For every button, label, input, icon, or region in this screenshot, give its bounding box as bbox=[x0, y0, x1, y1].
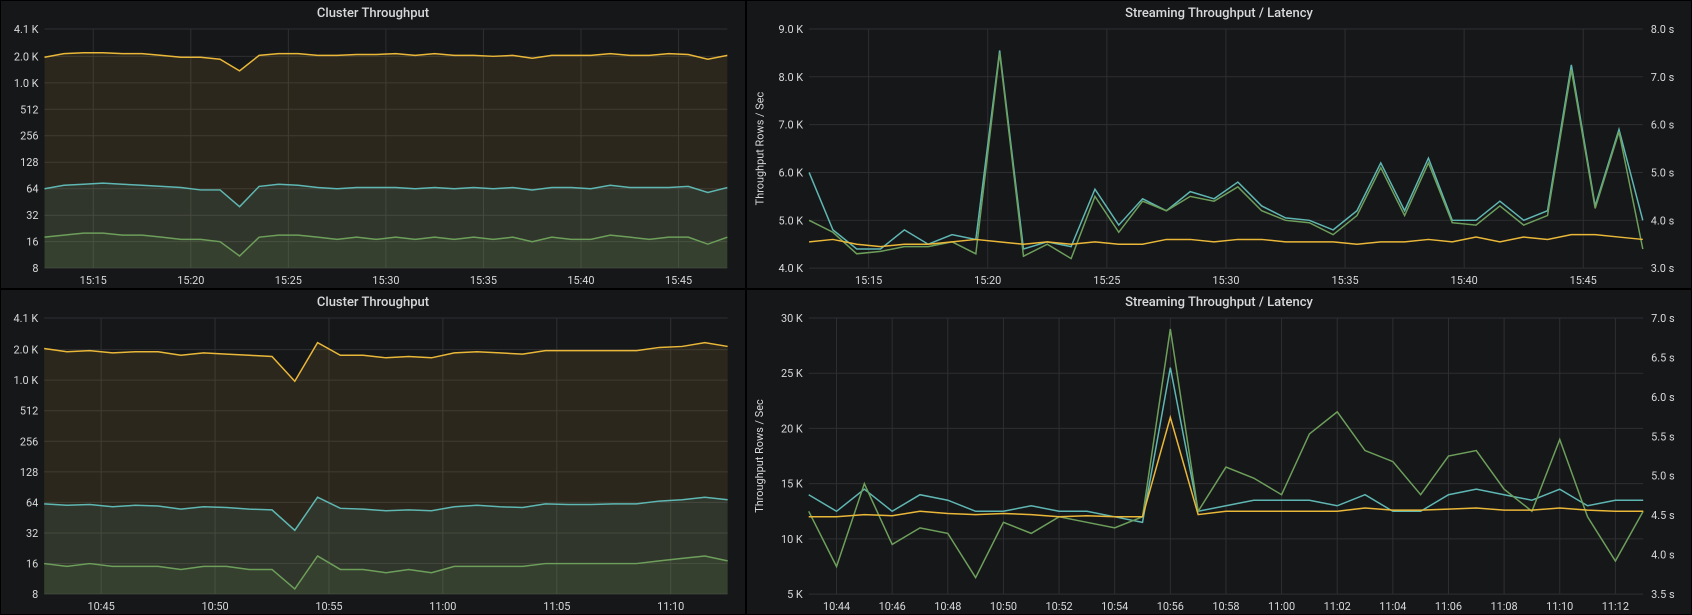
svg-text:15:25: 15:25 bbox=[1093, 274, 1120, 287]
svg-text:10:54: 10:54 bbox=[1101, 600, 1128, 613]
svg-text:8: 8 bbox=[32, 588, 38, 601]
svg-text:11:04: 11:04 bbox=[1379, 600, 1406, 613]
svg-text:25 K: 25 K bbox=[781, 367, 803, 380]
svg-text:15:35: 15:35 bbox=[1331, 274, 1358, 287]
panel-title: Cluster Throughput bbox=[1, 1, 745, 24]
svg-text:20 K: 20 K bbox=[781, 422, 803, 435]
panel-title: Streaming Throughput / Latency bbox=[747, 1, 1691, 24]
svg-text:64: 64 bbox=[26, 496, 38, 509]
svg-text:1.0 K: 1.0 K bbox=[14, 77, 39, 90]
svg-text:10:46: 10:46 bbox=[879, 600, 906, 613]
svg-text:15:45: 15:45 bbox=[1570, 274, 1597, 287]
svg-text:5.0 s: 5.0 s bbox=[1651, 470, 1675, 483]
svg-text:15 K: 15 K bbox=[781, 478, 803, 491]
svg-text:15:25: 15:25 bbox=[275, 274, 302, 287]
svg-text:15:30: 15:30 bbox=[372, 274, 399, 287]
svg-text:6.0 s: 6.0 s bbox=[1651, 119, 1675, 132]
svg-text:2.0 K: 2.0 K bbox=[14, 344, 39, 357]
svg-text:10:58: 10:58 bbox=[1212, 600, 1239, 613]
svg-text:4.0 s: 4.0 s bbox=[1651, 549, 1675, 562]
dashboard-grid: Cluster Throughput 8 16 32 64 128 256 512 1.0 K… bbox=[0, 0, 1692, 615]
svg-text:10:50: 10:50 bbox=[990, 600, 1017, 613]
svg-text:512: 512 bbox=[20, 103, 38, 116]
panel-title: Cluster Throughput bbox=[1, 290, 745, 313]
panel-title: Streaming Throughput / Latency bbox=[747, 290, 1691, 313]
svg-text:6.5 s: 6.5 s bbox=[1651, 351, 1675, 364]
svg-text:Throughput Rows / Sec: Throughput Rows / Sec bbox=[753, 92, 766, 206]
svg-text:3.5 s: 3.5 s bbox=[1651, 588, 1675, 601]
svg-text:4.0 s: 4.0 s bbox=[1651, 214, 1675, 227]
svg-text:1.0 K: 1.0 K bbox=[14, 374, 39, 387]
svg-text:256: 256 bbox=[20, 435, 38, 448]
svg-text:128: 128 bbox=[20, 466, 38, 479]
svg-text:64: 64 bbox=[26, 183, 38, 196]
svg-text:15:45: 15:45 bbox=[665, 274, 692, 287]
svg-text:11:08: 11:08 bbox=[1491, 600, 1518, 613]
svg-text:15:40: 15:40 bbox=[1451, 274, 1478, 287]
svg-text:15:35: 15:35 bbox=[470, 274, 497, 287]
svg-text:11:00: 11:00 bbox=[1268, 600, 1295, 613]
svg-text:11:00: 11:00 bbox=[429, 600, 456, 613]
svg-text:6.0 s: 6.0 s bbox=[1651, 391, 1675, 404]
svg-text:7.0 s: 7.0 s bbox=[1651, 71, 1675, 84]
panel-cluster-throughput-bottom[interactable]: Cluster Throughput 8 16 32 64 128 256 512 1.0 K… bbox=[0, 289, 746, 615]
svg-text:16: 16 bbox=[26, 236, 38, 249]
svg-text:10:45: 10:45 bbox=[88, 600, 115, 613]
svg-text:6.0 K: 6.0 K bbox=[778, 166, 803, 179]
svg-text:10:44: 10:44 bbox=[823, 600, 850, 613]
svg-text:15:20: 15:20 bbox=[177, 274, 204, 287]
panel-cluster-throughput-top[interactable]: Cluster Throughput 8 16 32 64 128 256 512 1.0 K… bbox=[0, 0, 746, 289]
svg-text:Throughput Rows / Sec: Throughput Rows / Sec bbox=[753, 399, 766, 513]
svg-text:4.0 K: 4.0 K bbox=[778, 262, 803, 275]
svg-text:4.1 K: 4.1 K bbox=[14, 312, 39, 325]
chart-area: 5 K 10 K 15 K 20 K 25 K 30 K 3.5 s 4.0 s 4.5 s 5.… bbox=[747, 312, 1691, 614]
svg-text:8.0 K: 8.0 K bbox=[778, 71, 803, 84]
svg-text:5.0 s: 5.0 s bbox=[1651, 166, 1675, 179]
panel-streaming-bottom[interactable]: Streaming Throughput / Latency 5 K 10 K 15… bbox=[746, 289, 1692, 615]
svg-text:10:55: 10:55 bbox=[315, 600, 342, 613]
chart-area: 8 16 32 64 128 256 512 1.0 K 2.0 K 4.1 K 10:45 10:5… bbox=[1, 312, 745, 614]
svg-text:11:10: 11:10 bbox=[657, 600, 684, 613]
svg-text:9.0 K: 9.0 K bbox=[778, 23, 803, 36]
svg-text:8: 8 bbox=[32, 262, 38, 275]
chart-area: 4.0 K 5.0 K 6.0 K 7.0 K 8.0 K 9.0 K 3.0 s 4.0 s… bbox=[747, 23, 1691, 288]
svg-text:4.5 s: 4.5 s bbox=[1651, 509, 1675, 522]
svg-text:3.0 s: 3.0 s bbox=[1651, 262, 1675, 275]
svg-text:32: 32 bbox=[26, 527, 38, 540]
svg-text:11:05: 11:05 bbox=[543, 600, 570, 613]
chart-area: 8 16 32 64 128 256 512 1.0 K 2.0 K 4.1 K 15:15 15:2… bbox=[1, 23, 745, 288]
svg-text:11:06: 11:06 bbox=[1435, 600, 1462, 613]
svg-text:15:15: 15:15 bbox=[855, 274, 882, 287]
svg-text:5.0 K: 5.0 K bbox=[778, 214, 803, 227]
svg-text:8.0 s: 8.0 s bbox=[1651, 23, 1675, 36]
svg-text:15:20: 15:20 bbox=[974, 274, 1001, 287]
svg-text:10:50: 10:50 bbox=[201, 600, 228, 613]
svg-text:7.0 K: 7.0 K bbox=[778, 119, 803, 132]
svg-text:7.0 s: 7.0 s bbox=[1651, 312, 1675, 325]
svg-text:11:10: 11:10 bbox=[1546, 600, 1573, 613]
svg-text:16: 16 bbox=[26, 558, 38, 571]
svg-text:15:30: 15:30 bbox=[1212, 274, 1239, 287]
svg-text:32: 32 bbox=[26, 209, 38, 222]
svg-text:11:12: 11:12 bbox=[1602, 600, 1629, 613]
svg-text:15:15: 15:15 bbox=[80, 274, 107, 287]
svg-text:10:56: 10:56 bbox=[1157, 600, 1184, 613]
svg-text:11:02: 11:02 bbox=[1324, 600, 1351, 613]
svg-text:512: 512 bbox=[20, 405, 38, 418]
svg-text:15:40: 15:40 bbox=[567, 274, 594, 287]
panel-streaming-top[interactable]: Streaming Throughput / Latency 4.0 K 5.0 … bbox=[746, 0, 1692, 289]
svg-text:5.5 s: 5.5 s bbox=[1651, 430, 1675, 443]
svg-text:10:52: 10:52 bbox=[1045, 600, 1072, 613]
svg-text:128: 128 bbox=[20, 156, 38, 169]
svg-text:5 K: 5 K bbox=[787, 588, 803, 601]
svg-text:4.1 K: 4.1 K bbox=[14, 23, 39, 36]
svg-text:10 K: 10 K bbox=[781, 533, 803, 546]
svg-text:10:48: 10:48 bbox=[934, 600, 961, 613]
svg-text:30 K: 30 K bbox=[781, 312, 803, 325]
svg-text:2.0 K: 2.0 K bbox=[14, 50, 39, 63]
svg-text:256: 256 bbox=[20, 130, 38, 143]
